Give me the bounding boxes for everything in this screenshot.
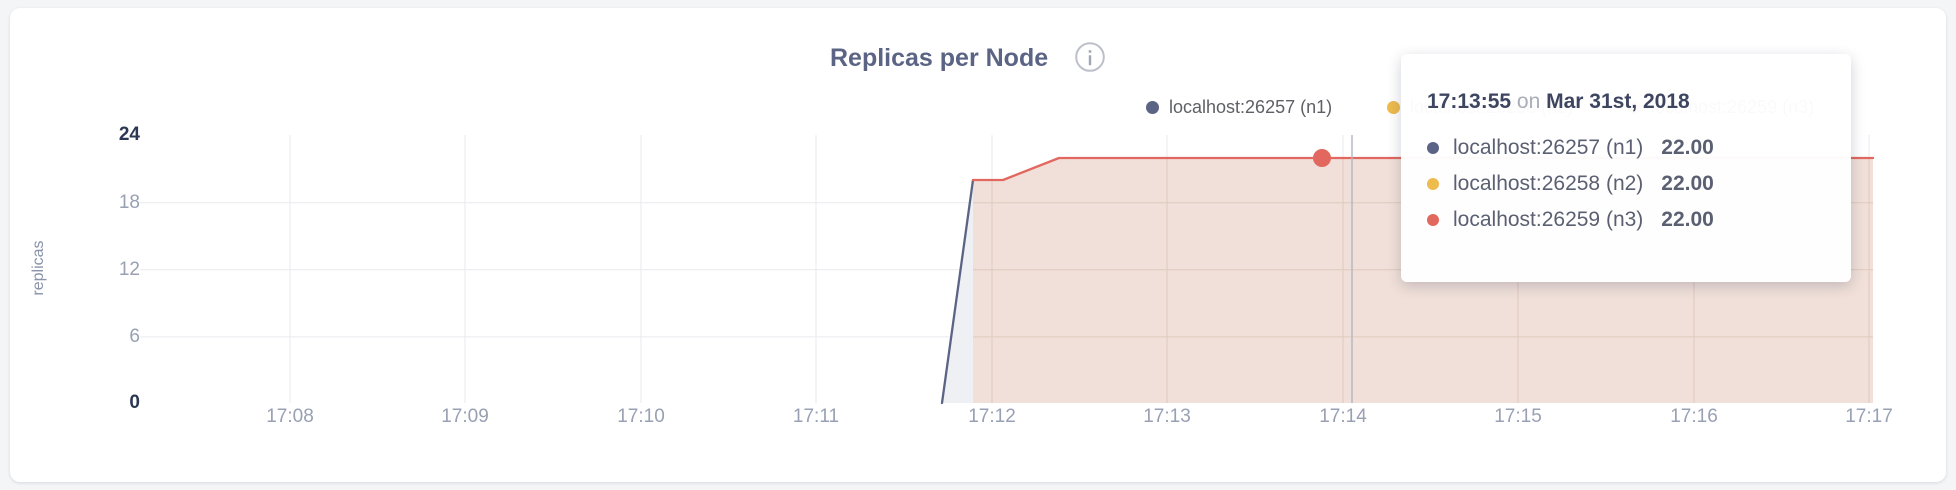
svg-text:17:11: 17:11 [793, 406, 839, 427]
svg-text:17:14: 17:14 [1319, 406, 1367, 427]
svg-text:17:08: 17:08 [266, 406, 314, 427]
svg-text:17:17: 17:17 [1845, 406, 1893, 427]
svg-text:17:15: 17:15 [1494, 406, 1542, 427]
svg-text:17:13: 17:13 [1143, 406, 1191, 427]
svg-text:17:12: 17:12 [968, 406, 1016, 427]
svg-text:17:09: 17:09 [441, 406, 489, 427]
svg-text:17:10: 17:10 [617, 406, 665, 427]
svg-text:17:16: 17:16 [1670, 406, 1718, 427]
